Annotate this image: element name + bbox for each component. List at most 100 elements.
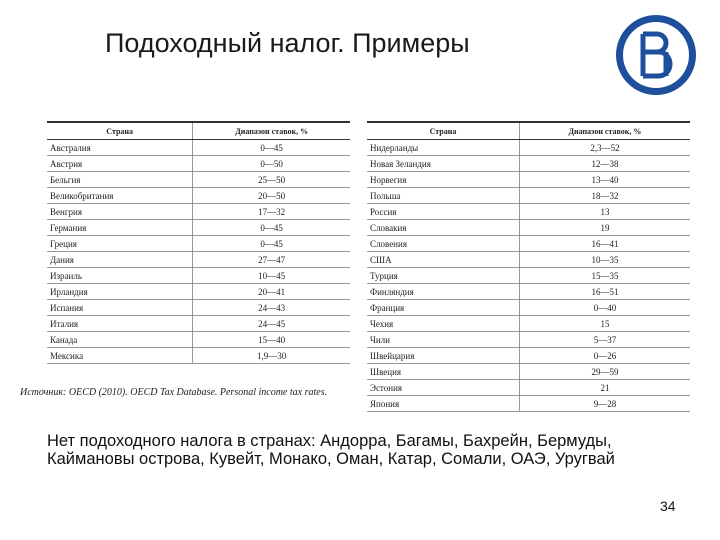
- source: Источник: OECD (2010). OECD Tax Database…: [20, 387, 328, 398]
- rate-cell: 15: [518, 315, 690, 332]
- rate-cell: 9—28: [518, 395, 690, 412]
- country-cell: Австрия: [47, 155, 193, 172]
- rate-cell: 19: [518, 219, 690, 236]
- country-cell: Эстония: [367, 379, 520, 396]
- rate-cell: 0—50: [192, 155, 350, 172]
- header-row: Страна Диапазон ставок, %: [47, 121, 350, 140]
- table-row: Польша 18—32: [367, 187, 690, 204]
- table-row: Норвегия 13—40: [367, 171, 690, 188]
- table-row: Италия 24—45: [47, 315, 350, 332]
- table-row: США 10—35: [367, 251, 690, 268]
- country-cell: Япония: [367, 395, 520, 412]
- rate-cell: 25—50: [192, 171, 350, 188]
- country-cell: США: [367, 251, 520, 268]
- table-row: Греция 0—45: [47, 235, 350, 252]
- rate-cell: 2,3—52: [518, 139, 690, 156]
- rate-cell: 29—59: [518, 363, 690, 380]
- country-cell: Бельгия: [47, 171, 193, 188]
- header-cell: Диапазон ставок, %: [192, 121, 350, 140]
- table-row: Турция 15—35: [367, 267, 690, 284]
- page-number: 34: [660, 498, 676, 514]
- rate-cell: 0—26: [518, 347, 690, 364]
- rate-cell: 18—32: [518, 187, 690, 204]
- rate-cell: 0—45: [192, 139, 350, 156]
- table-row: Канада 15—40: [47, 331, 350, 348]
- country-cell: Финляндия: [367, 283, 520, 300]
- table-row: Германия 0—45: [47, 219, 350, 236]
- table-row: Австрия 0—50: [47, 155, 350, 172]
- table-row: Испания 24—43: [47, 299, 350, 316]
- table-row: Венгрия 17—32: [47, 203, 350, 220]
- rate-cell: 15—40: [192, 331, 350, 348]
- table-row: Великобритания 20—50: [47, 187, 350, 204]
- header-cell: Диапазон ставок, %: [518, 121, 690, 140]
- table-row: Чехия 15: [367, 315, 690, 332]
- rate-cell: 10—45: [192, 267, 350, 284]
- table-row: Эстония 21: [367, 379, 690, 396]
- table-row: Словения 16—41: [367, 235, 690, 252]
- country-cell: Новая Зеландия: [367, 155, 520, 172]
- table-row: Япония 9—28: [367, 395, 690, 412]
- table-row: Швеция 29—59: [367, 363, 690, 380]
- rate-cell: 13—40: [518, 171, 690, 188]
- rate-cell: 21: [518, 379, 690, 396]
- rate-cell: 5—37: [518, 331, 690, 348]
- country-cell: Мексика: [47, 347, 193, 364]
- header-cell: Страна: [367, 121, 520, 140]
- table-row: Новая Зеландия 12—38: [367, 155, 690, 172]
- rate-cell: 16—41: [518, 235, 690, 252]
- country-cell: Великобритания: [47, 187, 193, 204]
- country-cell: Венгрия: [47, 203, 193, 220]
- country-cell: Ирландия: [47, 283, 193, 300]
- rate-cell: 17—32: [192, 203, 350, 220]
- country-cell: Франция: [367, 299, 520, 316]
- country-cell: Словакия: [367, 219, 520, 236]
- rate-cell: 0—40: [518, 299, 690, 316]
- country-cell: Дания: [47, 251, 193, 268]
- country-cell: Израиль: [47, 267, 193, 284]
- rate-cell: 13: [518, 203, 690, 220]
- rate-cell: 24—43: [192, 299, 350, 316]
- left-table: Страна Диапазон ставок, % Австралия 0—45 Авс…: [47, 121, 350, 364]
- table-row: Дания 27—47: [47, 251, 350, 268]
- table-row: Израиль 10—45: [47, 267, 350, 284]
- table-row: Чили 5—37: [367, 331, 690, 348]
- rate-cell: 27—47: [192, 251, 350, 268]
- table-row: Бельгия 25—50: [47, 171, 350, 188]
- slide-title: Подоходный налог. Примеры: [105, 28, 470, 58]
- rate-cell: 16—51: [518, 283, 690, 300]
- country-cell: Турция: [367, 267, 520, 284]
- rate-cell: 0—45: [192, 235, 350, 252]
- table-row: Финляндия 16—51: [367, 283, 690, 300]
- rate-cell: 1,9—30: [192, 347, 350, 364]
- table-row: Франция 0—40: [367, 299, 690, 316]
- country-cell: Греция: [47, 235, 193, 252]
- table-row: Швейцария 0—26: [367, 347, 690, 364]
- rate-cell: 20—41: [192, 283, 350, 300]
- table-row: Россия 13: [367, 203, 690, 220]
- logo: [616, 15, 696, 95]
- note: Нет подоходного налога в странах: Андорр…: [47, 432, 615, 468]
- rate-cell: 20—50: [192, 187, 350, 204]
- country-cell: Италия: [47, 315, 193, 332]
- country-cell: Польша: [367, 187, 520, 204]
- country-cell: Чили: [367, 331, 520, 348]
- country-cell: Австралия: [47, 139, 193, 156]
- country-cell: Чехия: [367, 315, 520, 332]
- country-cell: Германия: [47, 219, 193, 236]
- rate-cell: 15—35: [518, 267, 690, 284]
- table-row: Австралия 0—45: [47, 139, 350, 156]
- country-cell: Словения: [367, 235, 520, 252]
- header-cell: Страна: [47, 121, 193, 140]
- rate-cell: 24—45: [192, 315, 350, 332]
- table-row: Словакия 19: [367, 219, 690, 236]
- country-cell: Россия: [367, 203, 520, 220]
- header-row: Страна Диапазон ставок, %: [367, 121, 690, 140]
- rate-cell: 0—45: [192, 219, 350, 236]
- rate-cell: 12—38: [518, 155, 690, 172]
- country-cell: Швеция: [367, 363, 520, 380]
- country-cell: Канада: [47, 331, 193, 348]
- right-table: Страна Диапазон ставок, % Нидерланды 2,3—52…: [367, 121, 690, 412]
- country-cell: Швейцария: [367, 347, 520, 364]
